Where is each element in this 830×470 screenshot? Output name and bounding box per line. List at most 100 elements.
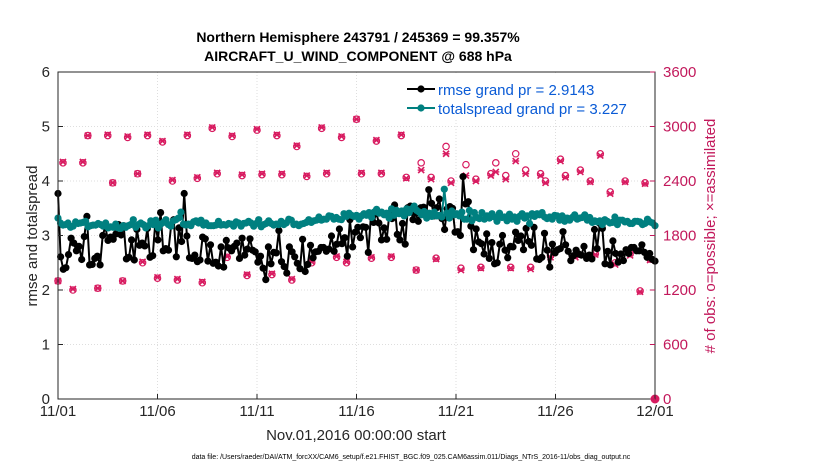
- rmse-point: [301, 267, 309, 276]
- obs-assimilated-marker: [372, 136, 380, 144]
- obs-possible-marker: [322, 169, 331, 178]
- rmse-point: [241, 251, 249, 259]
- rmse-point: [472, 225, 480, 233]
- rmse-point: [427, 199, 436, 207]
- rmse-point: [304, 260, 312, 268]
- rmse-point: [562, 241, 570, 249]
- rmse-point: [164, 246, 173, 254]
- obs-possible-marker: [462, 160, 470, 169]
- rmse-point: [206, 241, 215, 249]
- x-tick-label: 11/11: [239, 403, 274, 420]
- rmse-point: [272, 249, 280, 257]
- rmse-point: [109, 235, 117, 243]
- obs-assimilated-marker: [541, 179, 550, 187]
- y-tick-label-right: 3600: [663, 64, 696, 81]
- obs-assimilated-marker: [338, 132, 346, 141]
- y-tick-label-left: 4: [42, 173, 50, 190]
- obs-assimilated-marker: [457, 266, 465, 274]
- rmse-point: [333, 240, 341, 248]
- obs-assimilated-marker: [318, 123, 326, 131]
- rmse-point: [396, 236, 404, 244]
- obs-possible-marker: [253, 126, 261, 134]
- rmse-point: [619, 257, 628, 265]
- rmse-point: [488, 239, 496, 247]
- obs-possible-marker: [258, 170, 266, 179]
- rmse-point: [201, 235, 209, 243]
- obs-possible-marker: [168, 177, 177, 185]
- rmse-point: [88, 260, 96, 268]
- rmse-point: [335, 225, 343, 233]
- obs-assimilated-marker: [502, 175, 510, 183]
- y-tick-label-right: 1200: [663, 282, 696, 299]
- obs-possible-marker: [596, 149, 605, 158]
- rmse-point: [283, 269, 291, 277]
- y-tick-label-left: 0: [42, 391, 50, 408]
- obs-assimilated-marker: [94, 284, 102, 292]
- legend: rmse grand pr = 2.9143 totalspread grand…: [403, 75, 651, 119]
- obs-assimilated-marker: [168, 176, 176, 184]
- rmse-point: [99, 231, 107, 240]
- y-tick-label-left: 6: [42, 64, 50, 81]
- obs-possible-marker: [511, 149, 520, 158]
- rmse-point: [217, 243, 225, 251]
- obs-assimilated-marker: [183, 131, 191, 139]
- rmse-point: [501, 246, 509, 254]
- obs-assimilated-marker: [561, 173, 570, 181]
- obs-assimilated-marker: [576, 168, 584, 176]
- chart-title-line2: AIRCRAFT_U_WIND_COMPONENT @ 688 hPa: [204, 48, 512, 64]
- rmse-point: [401, 240, 409, 248]
- obs-possible-marker: [183, 131, 192, 140]
- rmse-point: [519, 246, 528, 254]
- legend-rmse-label: rmse grand pr = 2.9143: [438, 82, 594, 99]
- rmse-point: [546, 263, 554, 271]
- obs-assimilated-marker: [69, 285, 77, 293]
- rmse-point: [511, 228, 520, 236]
- obs-possible-marker: [268, 270, 276, 279]
- obs-assimilated-marker: [427, 175, 435, 183]
- obs-possible-marker: [302, 172, 311, 181]
- chart-title-line1: Northern Hemisphere 243791 / 245369 = 99…: [196, 29, 520, 45]
- rmse-point: [543, 246, 551, 254]
- legend-totalspread-marker: [417, 104, 425, 112]
- rmse-point: [338, 240, 346, 248]
- obs-assimilated-marker: [417, 166, 425, 174]
- totalspread-point: [440, 185, 448, 193]
- y-tick-label-right: 600: [663, 337, 688, 354]
- rmse-point: [80, 233, 88, 241]
- rmse-point: [356, 234, 364, 242]
- obs-count-markers: [54, 115, 660, 404]
- rmse-point: [330, 247, 338, 255]
- obs-assimilated-marker: [641, 180, 649, 188]
- rmse-point: [590, 225, 599, 234]
- obs-possible-marker: [636, 287, 644, 295]
- obs-possible-marker: [357, 169, 366, 178]
- obs-possible-marker: [491, 159, 500, 167]
- rmse-point: [78, 255, 86, 264]
- obs-possible-marker: [153, 274, 162, 282]
- rmse-point: [556, 245, 564, 253]
- obs-assimilated-marker: [447, 179, 455, 187]
- totalspread-point: [255, 216, 263, 224]
- totalspread-point: [129, 216, 137, 224]
- obs-assimilated-marker: [293, 142, 301, 150]
- rmse-point: [233, 239, 241, 247]
- obs-possible-marker: [432, 254, 440, 263]
- rmse-point: [180, 189, 188, 198]
- obs-possible-marker: [427, 173, 435, 182]
- rmse-point: [441, 225, 449, 234]
- rmse-point: [414, 217, 422, 225]
- y-axis-label-right: # of obs: o=possible; ×=assimilated: [702, 119, 719, 354]
- obs-possible-marker: [103, 131, 112, 140]
- y-tick-label-right: 2400: [663, 173, 696, 190]
- rmse-point: [251, 248, 259, 256]
- obs-possible-marker: [238, 171, 246, 180]
- obs-possible-marker: [317, 124, 326, 133]
- rmse-point: [383, 235, 391, 243]
- obs-possible-marker: [417, 159, 425, 167]
- obs-assimilated-marker: [357, 169, 366, 177]
- obs-assimilated-marker: [228, 132, 236, 140]
- rmse-point: [354, 223, 362, 231]
- totalspread-point: [337, 216, 345, 224]
- obs-assimilated-marker: [84, 132, 92, 140]
- legend-rmse-marker: [417, 85, 425, 93]
